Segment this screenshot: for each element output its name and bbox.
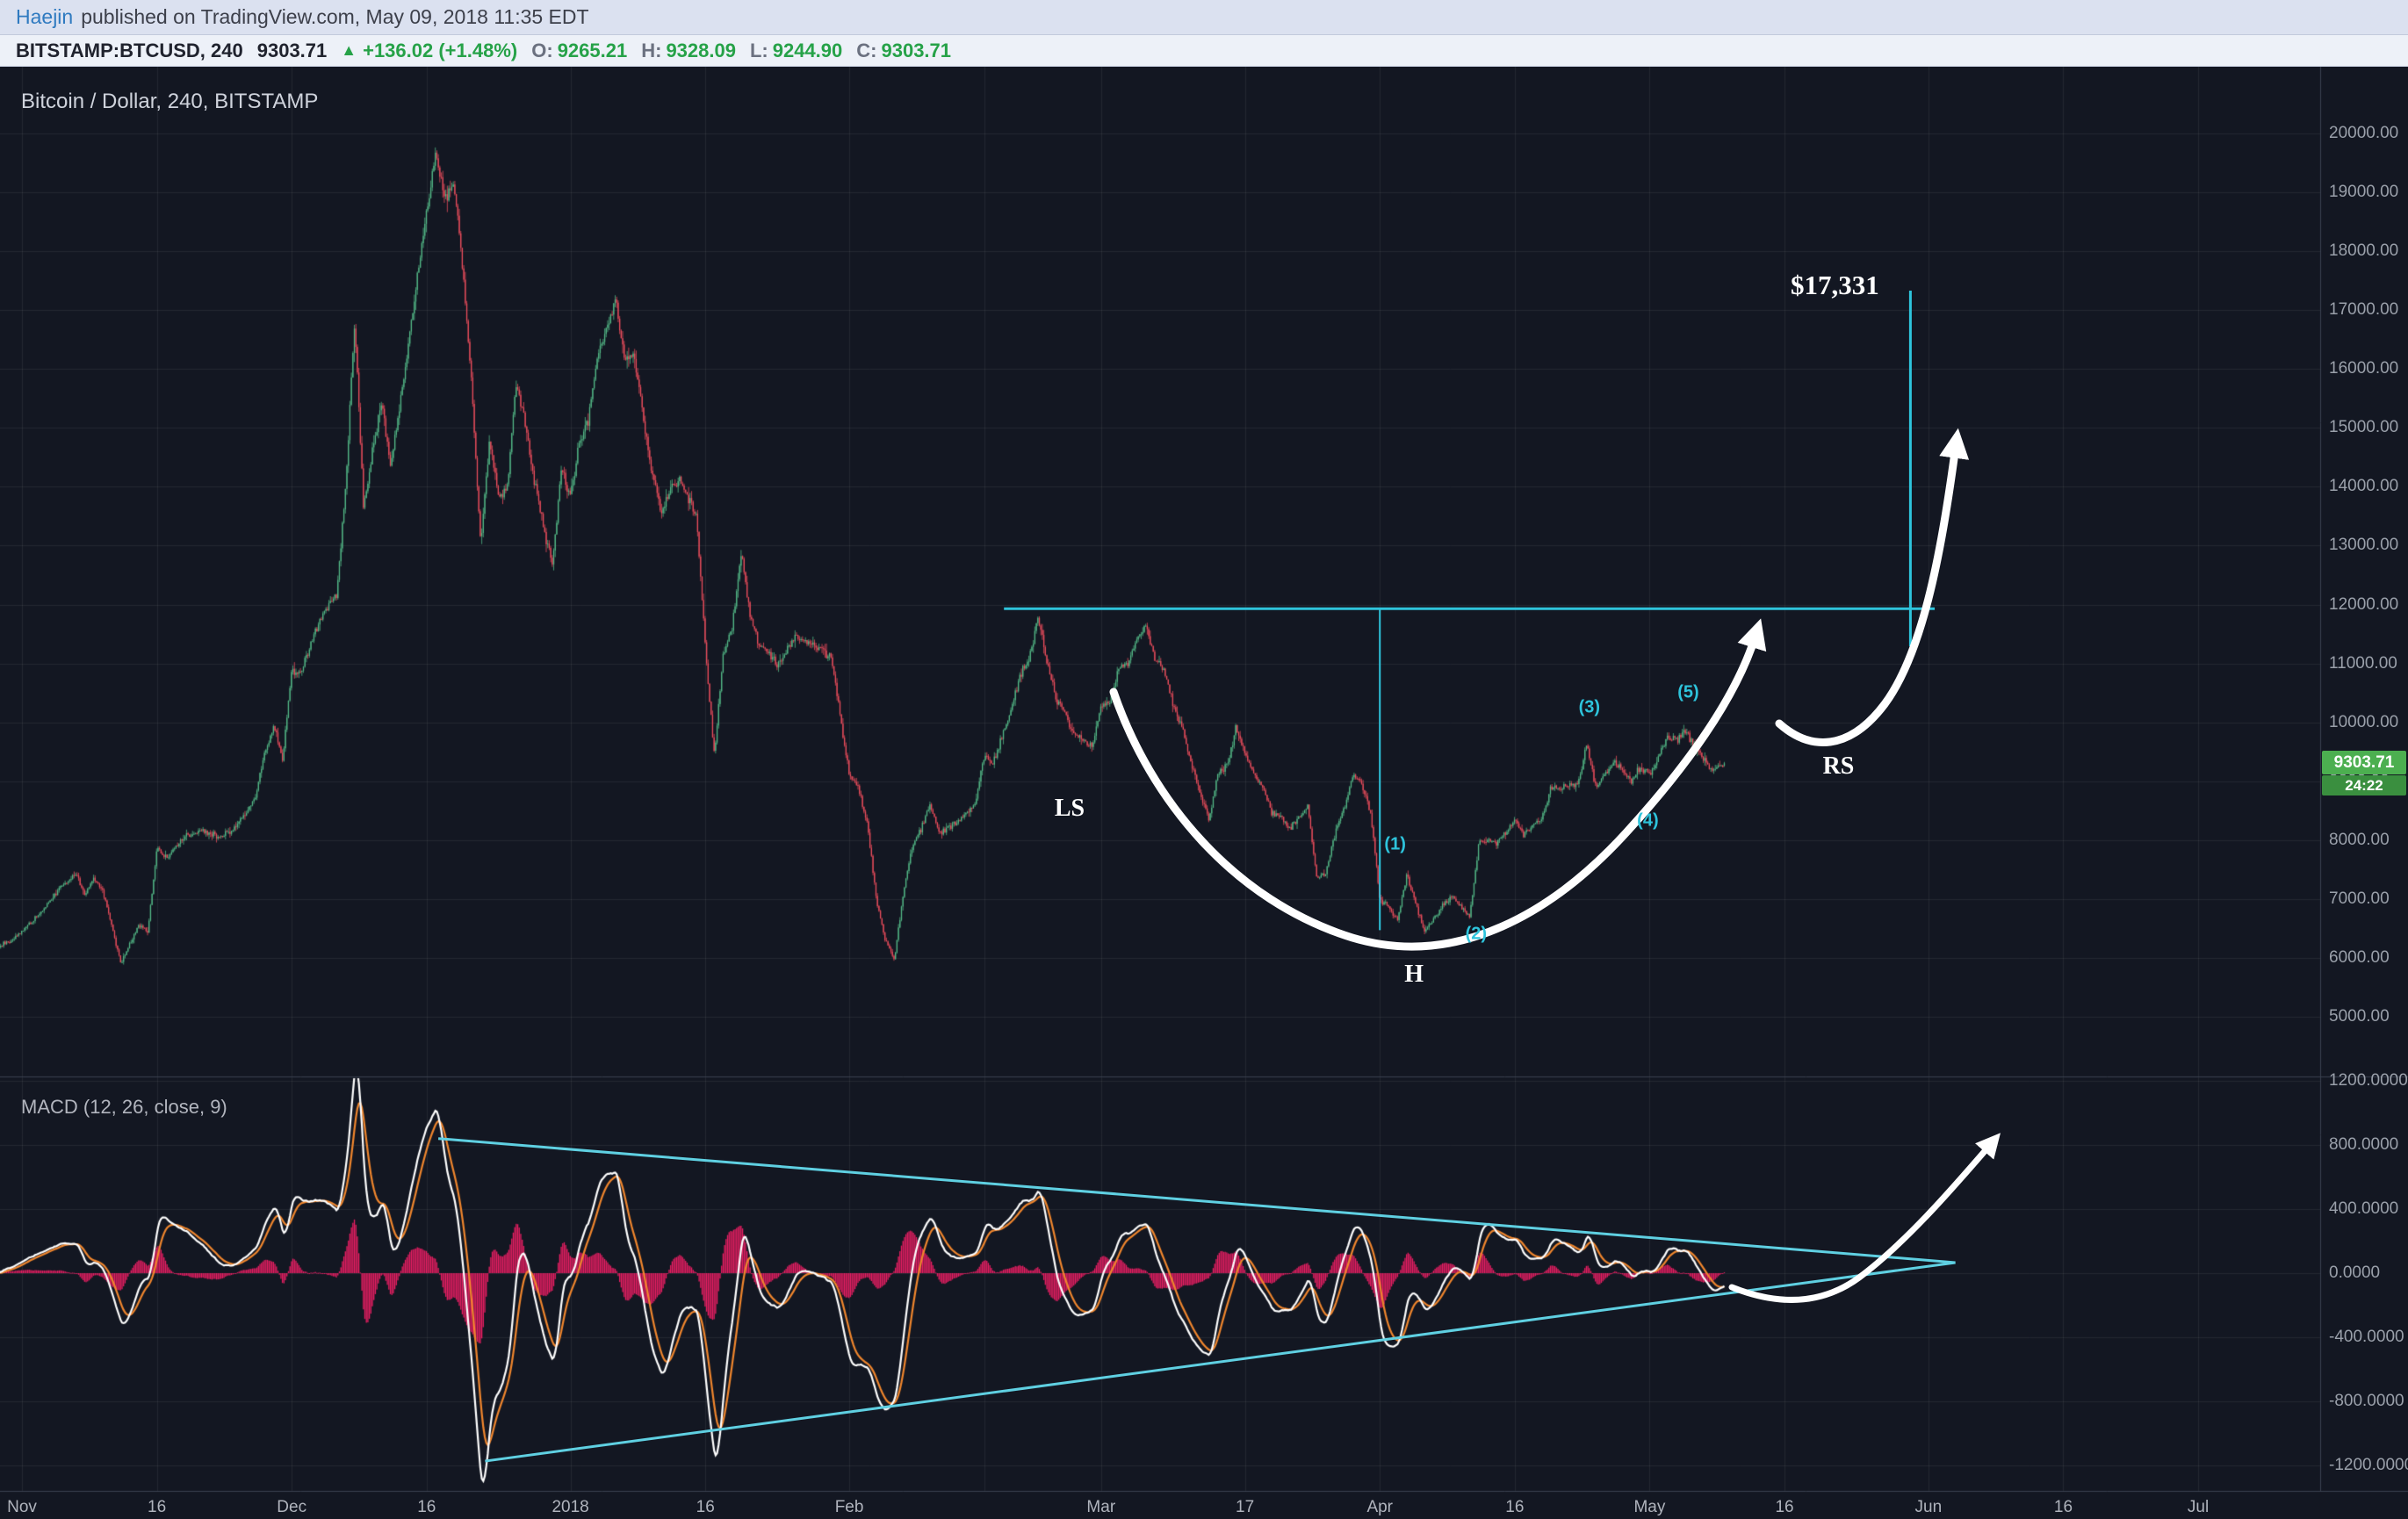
price-change: ▲ +136.02 (+1.48%)	[341, 40, 517, 62]
right-shoulder-label[interactable]: RS	[1822, 752, 1855, 780]
high-label: H:	[641, 39, 662, 61]
publish-info: published on TradingView.com, May 09, 20…	[81, 5, 589, 28]
low-value: L: 9244.90	[750, 40, 842, 62]
macd-axis-label: -400.0000	[2329, 1328, 2404, 1346]
bar-countdown-badge: 24:22	[2322, 775, 2406, 796]
time-axis-label: 16	[1505, 1498, 1525, 1516]
time-axis-label: Dec	[277, 1498, 307, 1516]
time-axis-label: Feb	[834, 1498, 864, 1516]
open-label: O:	[531, 39, 553, 61]
time-axis-label: 2018	[552, 1498, 589, 1516]
price-axis-label: 19000.00	[2329, 183, 2399, 202]
high-number: 9328.09	[666, 39, 736, 61]
open-value: O: 9265.21	[531, 40, 627, 62]
price-axis-label: 13000.00	[2329, 536, 2399, 555]
time-axis-label: 16	[2053, 1498, 2073, 1516]
macd-axis-label: -1200.0000	[2329, 1456, 2408, 1474]
author-link[interactable]: Haejin	[16, 5, 74, 28]
wave-1-label[interactable]: (1)	[1384, 834, 1406, 854]
symbol-header: BITSTAMP:BTCUSD, 240 9303.71 ▲ +136.02 (…	[0, 35, 2408, 67]
current-price-badge: 9303.71	[2322, 751, 2406, 775]
macd-indicator-title: MACD (12, 26, close, 9)	[21, 1096, 227, 1118]
time-axis-label: 17	[1236, 1498, 1255, 1516]
price-axis-label: 8000.00	[2329, 830, 2390, 849]
time-axis-label: Nov	[7, 1498, 37, 1516]
left-shoulder-label[interactable]: LS	[1054, 795, 1085, 823]
time-axis-label: Jul	[2187, 1498, 2210, 1516]
high-value: H: 9328.09	[641, 40, 736, 62]
last-price: 9303.71	[256, 39, 328, 61]
price-axis-label: 12000.00	[2329, 594, 2399, 614]
price-axis-label: 14000.00	[2329, 477, 2399, 496]
price-target-label[interactable]: $17,331	[1791, 270, 1879, 301]
change-text: +136.02 (+1.48%)	[363, 39, 518, 61]
wave-5-label[interactable]: (5)	[1677, 682, 1699, 702]
time-axis-label: May	[1633, 1498, 1666, 1516]
wave-4-label[interactable]: (4)	[1637, 810, 1659, 831]
pane-title: Bitcoin / Dollar, 240, BITSTAMP	[21, 90, 319, 113]
low-number: 9244.90	[772, 39, 843, 61]
price-axis-label: 15000.00	[2329, 418, 2399, 437]
wave-2-label[interactable]: (2)	[1465, 924, 1488, 944]
price-axis-label: 11000.00	[2329, 653, 2397, 673]
close-value: C: 9303.71	[856, 40, 951, 62]
publish-header: Haejin published on TradingView.com, May…	[0, 0, 2408, 35]
chart-region[interactable]: Bitcoin / Dollar, 240, BITSTAMP MACD (12…	[0, 67, 2408, 1519]
price-axis-label: 17000.00	[2329, 300, 2399, 320]
macd-axis-label: 400.0000	[2329, 1199, 2399, 1218]
time-axis-label: 16	[417, 1498, 436, 1516]
price-axis-label: 18000.00	[2329, 241, 2399, 261]
close-number: 9303.71	[881, 39, 952, 61]
macd-axis-label: 1200.0000	[2329, 1071, 2408, 1090]
time-axis-label: Apr	[1366, 1498, 1394, 1516]
price-axis-label: 10000.00	[2329, 712, 2399, 731]
price-axis-label: 7000.00	[2329, 889, 2390, 908]
macd-axis-label: 800.0000	[2329, 1135, 2399, 1154]
wave-3-label[interactable]: (3)	[1578, 697, 1601, 717]
symbol-name: BITSTAMP:BTCUSD, 240	[16, 39, 243, 61]
time-axis-label: 16	[696, 1498, 715, 1516]
time-axis-label: 16	[148, 1498, 167, 1516]
close-label: C:	[856, 39, 877, 61]
low-label: L:	[749, 39, 768, 61]
head-label[interactable]: H	[1404, 961, 1424, 989]
price-axis-label: 20000.00	[2329, 124, 2399, 142]
time-axis-label: Jun	[1914, 1498, 1943, 1516]
macd-axis-label: 0.0000	[2329, 1263, 2381, 1282]
arrow-up-icon: ▲	[341, 41, 357, 59]
price-macd-canvas[interactable]	[0, 67, 2408, 1519]
price-axis-label: 5000.00	[2329, 1007, 2390, 1026]
price-axis-label: 16000.00	[2329, 359, 2399, 378]
open-number: 9265.21	[557, 39, 628, 61]
price-axis-label: 6000.00	[2329, 947, 2390, 967]
macd-axis-label: -800.0000	[2329, 1392, 2404, 1410]
time-axis-label: Mar	[1086, 1498, 1116, 1516]
time-axis-label: 16	[1775, 1498, 1794, 1516]
